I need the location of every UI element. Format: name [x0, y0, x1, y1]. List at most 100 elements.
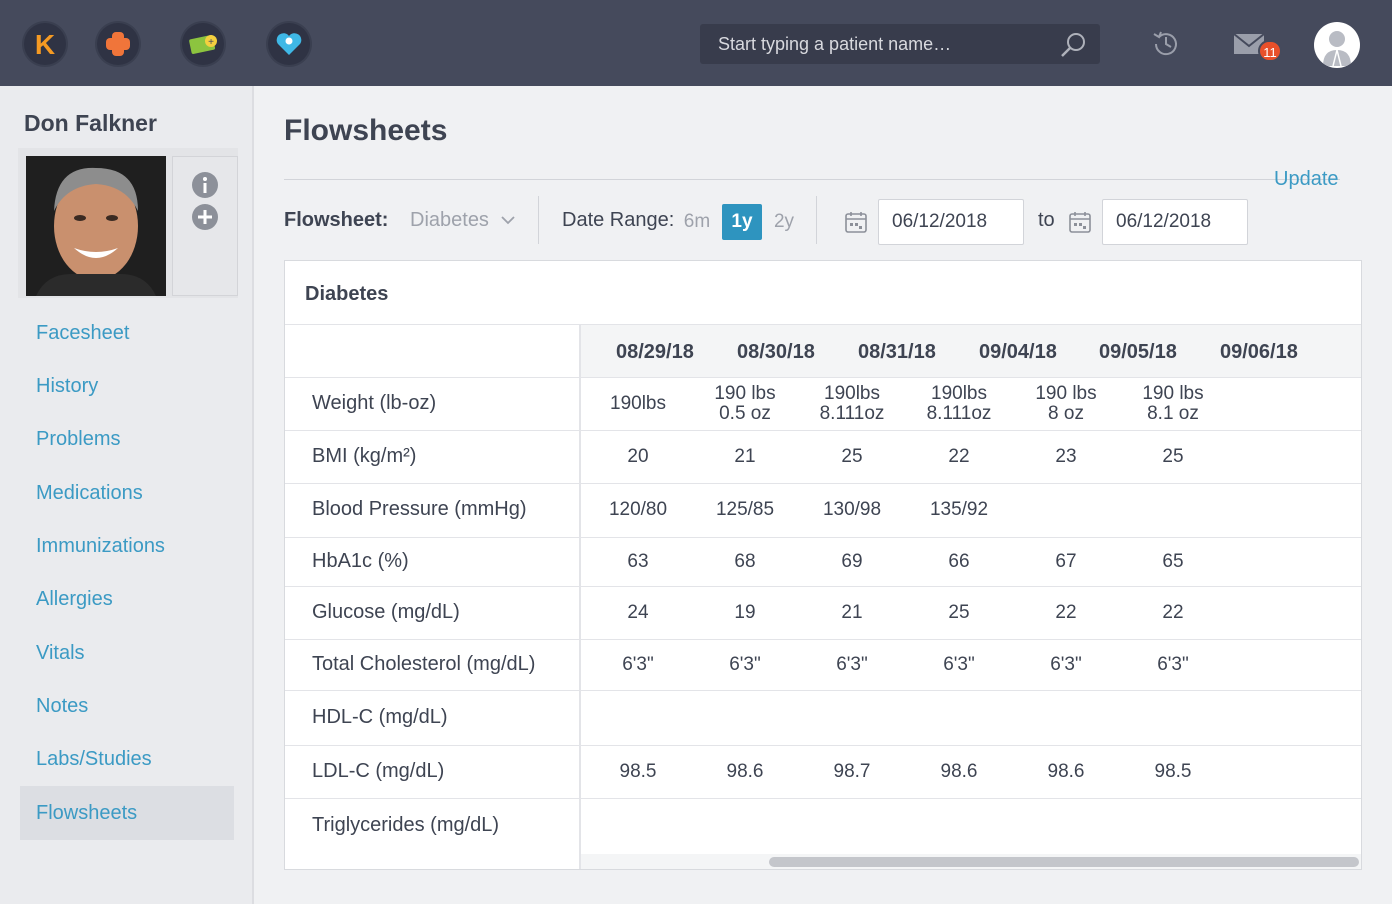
cell-value: 190lbs: [610, 392, 666, 414]
top-navigation-bar: K + 11: [0, 0, 1392, 86]
cell-value: 8.111oz: [926, 402, 992, 424]
row-label: Weight (lb-oz): [312, 391, 437, 414]
table-cell: 190 lbs 8 oz: [1010, 382, 1122, 424]
row-label: Blood Pressure (mmHg): [312, 498, 527, 520]
cell-value: 19: [734, 601, 756, 623]
history-icon[interactable]: [1148, 26, 1184, 62]
table-cell: 20: [582, 445, 694, 467]
cell-value: 8.111oz: [819, 402, 885, 424]
table-cell: 98.5: [1117, 761, 1229, 782]
calendar-icon[interactable]: [844, 210, 868, 234]
cell-value: 24: [627, 601, 649, 623]
sidebar-item-facesheet[interactable]: Facesheet: [36, 322, 130, 344]
table-cell: 22: [1117, 602, 1229, 623]
cell-value: 65: [1162, 550, 1184, 572]
row-divider: [285, 798, 1361, 799]
row-label: HDL-C (mg/dL): [312, 705, 448, 728]
info-icon[interactable]: [191, 171, 219, 199]
range-2y-button[interactable]: 2y: [773, 211, 795, 232]
cell-value: 190 lbs: [1035, 382, 1097, 404]
cell-value: 6'3": [836, 653, 868, 675]
cell-value: 63: [627, 550, 649, 572]
row-divider: [285, 639, 1361, 640]
from-date-field[interactable]: 06/12/2018: [878, 199, 1024, 245]
patient-search[interactable]: [700, 24, 1100, 64]
table-cell: 98.6: [1010, 761, 1122, 782]
table-cell: 24: [582, 601, 694, 623]
sidebar-item-labs-studies[interactable]: Labs/Studies: [36, 748, 152, 770]
table-cell: 6'3": [582, 654, 694, 675]
sidebar-item-vitals[interactable]: Vitals: [36, 642, 85, 664]
row-label: Triglycerides (mg/dL): [312, 813, 500, 836]
sidebar-item-allergies[interactable]: Allergies: [36, 588, 113, 610]
unread-count-badge: 11: [1258, 40, 1282, 62]
table-cell: 22: [1010, 601, 1122, 623]
table-cell: 6'3": [689, 654, 801, 675]
table-cell: 68: [689, 550, 801, 572]
table-cell: 67: [1010, 550, 1122, 572]
sidebar-item-history[interactable]: History: [36, 375, 99, 397]
table-cell: 65: [1117, 550, 1229, 572]
scrollbar-thumb[interactable]: [769, 857, 1359, 867]
flowsheet-select[interactable]: Diabetes: [410, 209, 489, 231]
cell-value: 68: [734, 550, 756, 572]
date-column-header: 09/05/18: [1099, 341, 1177, 363]
cell-value: 6'3": [1050, 653, 1082, 675]
row-divider: [285, 586, 1361, 587]
table-cell: 130/98: [796, 500, 908, 520]
filter-divider: [816, 196, 817, 244]
sidebar-item-notes[interactable]: Notes: [36, 695, 89, 717]
patient-photo: [26, 156, 166, 296]
date-column-header: 08/30/18: [737, 341, 815, 363]
table-cell: 66: [903, 550, 1015, 572]
billing-money-icon[interactable]: +: [182, 23, 224, 65]
patient-heart-icon[interactable]: [268, 23, 310, 65]
row-label: HbA1c (%): [312, 549, 409, 572]
table-cell: 6'3": [1117, 654, 1229, 675]
calendar-icon[interactable]: [1068, 210, 1092, 234]
sidebar-item-immunizations[interactable]: Immunizations: [36, 535, 165, 557]
cell-value: 21: [841, 601, 863, 623]
cell-value: 120/80: [608, 499, 668, 520]
sidebar-item-flowsheets[interactable]: Flowsheets: [20, 786, 234, 840]
update-link[interactable]: Update: [1274, 168, 1339, 190]
cell-value: 20: [627, 445, 649, 467]
table-cell: 19: [689, 601, 801, 623]
sidebar-item-problems[interactable]: Problems: [36, 428, 121, 450]
table-cell: 69: [796, 551, 908, 572]
cell-value: 98.6: [940, 760, 978, 782]
cell-value: 66: [948, 550, 970, 572]
cell-value: 22: [1055, 601, 1077, 623]
to-date-field[interactable]: 06/12/2018: [1102, 199, 1248, 245]
date-header-band: [579, 325, 1361, 377]
cell-value: 98.6: [726, 760, 764, 782]
to-label: to: [1038, 209, 1055, 231]
date-column-header: 09/06/18: [1220, 341, 1298, 363]
cell-value: 190 lbs: [714, 382, 776, 404]
cell-value: 190lbs: [824, 382, 880, 404]
row-label: Glucose (mg/dL): [312, 600, 460, 623]
cell-value: 67: [1055, 550, 1077, 572]
kareo-logo-icon[interactable]: K: [24, 23, 66, 65]
add-icon[interactable]: [191, 203, 219, 231]
range-1y-button[interactable]: 1y: [722, 204, 762, 240]
mail-icon[interactable]: [1232, 28, 1270, 60]
row-divider: [285, 745, 1361, 746]
sidebar-item-medications[interactable]: Medications: [36, 482, 143, 504]
photo-actions: [172, 156, 238, 296]
table-cell: 6'3": [796, 653, 908, 675]
table-cell: 63: [582, 550, 694, 572]
table-cell: 98.6: [903, 760, 1015, 782]
search-icon[interactable]: [1058, 30, 1088, 60]
svg-text:K: K: [35, 29, 55, 60]
medical-cross-icon[interactable]: [97, 23, 139, 65]
range-6m-button[interactable]: 6m: [683, 211, 711, 232]
label-column-divider: [579, 325, 581, 869]
patient-search-input[interactable]: [700, 24, 1060, 64]
date-column-header: 08/31/18: [858, 341, 936, 363]
user-avatar[interactable]: [1314, 22, 1360, 68]
chevron-down-icon[interactable]: [500, 212, 516, 228]
table-cell: 22: [903, 446, 1015, 467]
table-cell: 135/92: [903, 500, 1015, 520]
table-cell: 190 lbs 0.5 oz: [689, 382, 801, 424]
